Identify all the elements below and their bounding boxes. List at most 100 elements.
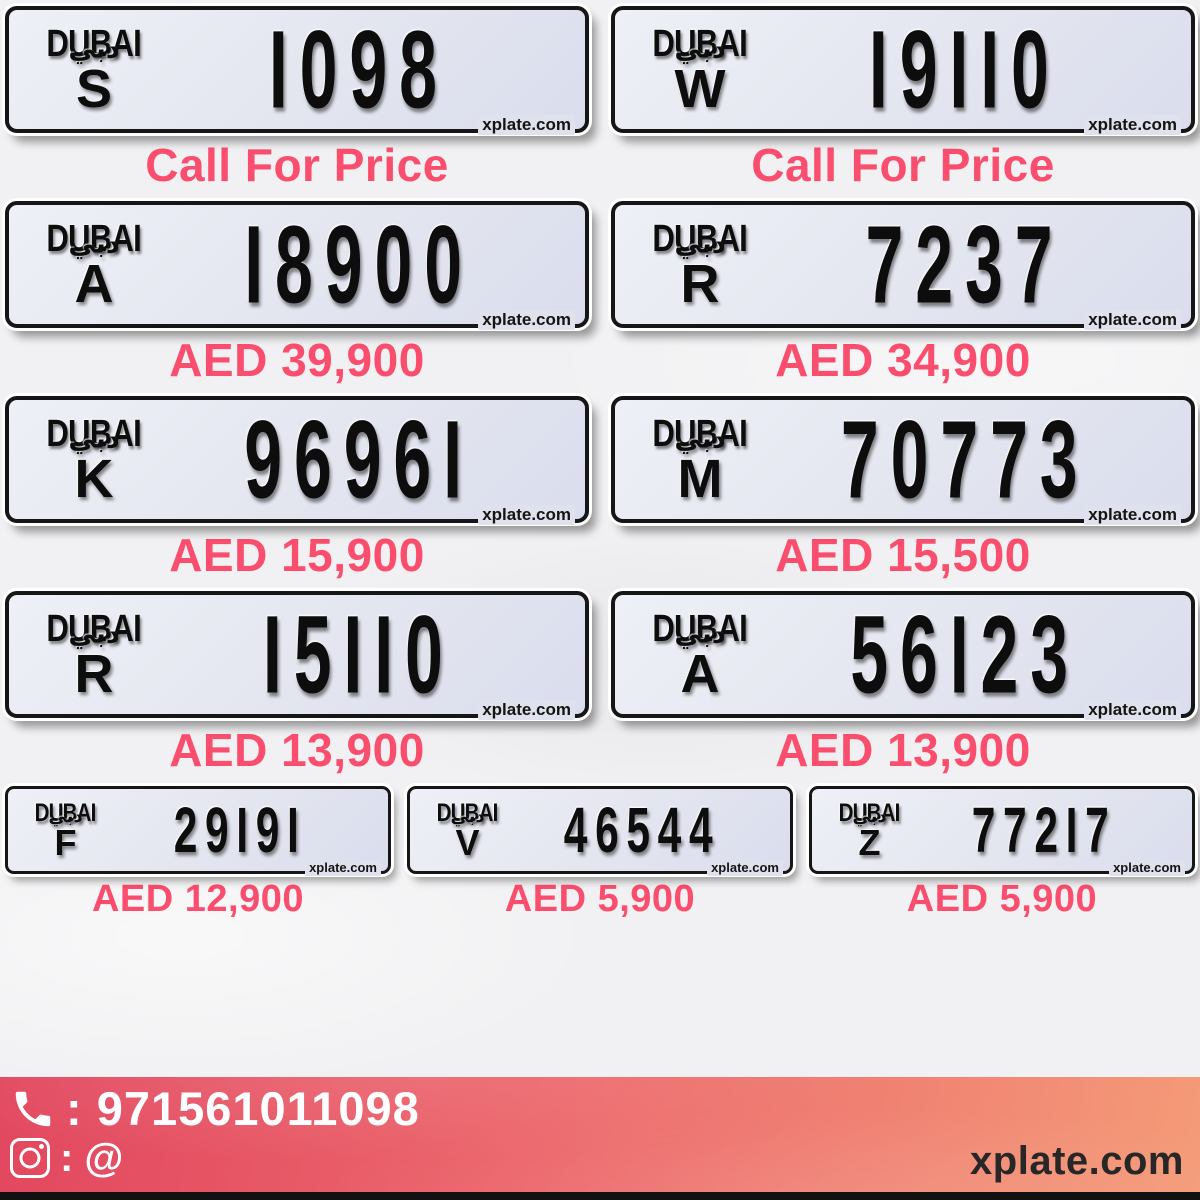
dubai-logo-latin: DUBAI: [46, 218, 142, 261]
dubai-logo-arabic: دبي: [68, 228, 120, 260]
dubai-logo-arabic: دبي: [674, 228, 726, 260]
dubai-logo-latin: DUBAI: [46, 608, 142, 651]
plate-number-area: 9696I: [179, 397, 585, 520]
price-label: AED 5,900: [504, 878, 696, 920]
plate-code: A: [680, 644, 720, 705]
plate-listing: DUBAI دبي R 7237 xplate.com AED 34,900: [611, 201, 1195, 383]
plate-listing: DUBAI دبي M 70773 xplate.com AED 15,500: [611, 396, 1195, 578]
plate-number: I9II0: [869, 7, 1061, 131]
dubai-logo-latin: DUBAI: [652, 608, 748, 651]
plate-number-area: I8900: [179, 202, 585, 325]
plate-number: 56I23: [850, 592, 1080, 716]
plate-watermark: xplate.com: [1084, 504, 1181, 525]
plate-watermark: xplate.com: [1084, 309, 1181, 330]
price-label: Call For Price: [145, 139, 449, 191]
plate-number-area: 772I7: [927, 789, 1192, 871]
plate-number-area: I098: [179, 7, 585, 130]
license-plate: DUBAI دبي W I9II0 xplate.com: [611, 6, 1195, 135]
plate-left-block: DUBAI دبي K: [9, 400, 179, 519]
plate-number-area: I9II0: [785, 7, 1191, 130]
plate-watermark: xplate.com: [1084, 114, 1181, 135]
plate-code: K: [74, 449, 114, 510]
dubai-logo-arabic: دبي: [68, 423, 120, 455]
phone-contact: : 971561011098: [10, 1085, 1200, 1132]
instagram-handle: : @: [60, 1136, 124, 1180]
dubai-logo: DUBAI دبي: [642, 220, 757, 258]
dubai-logo: DUBAI دبي: [642, 610, 757, 648]
plate-left-block: DUBAI دبي W: [615, 10, 785, 129]
dubai-logo-latin: DUBAI: [46, 413, 142, 456]
plates-grid: DUBAI دبي S I098 xplate.com Call For Pri…: [5, 6, 1195, 918]
plate-listing: DUBAI دبي R I5II0 xplate.com AED 13,900: [5, 591, 589, 773]
plate-watermark: xplate.com: [1109, 860, 1185, 876]
dubai-logo: DUBAI دبي: [36, 610, 151, 648]
plate-number-area: 29I9I: [123, 789, 388, 871]
instagram-icon: [10, 1138, 50, 1178]
empty-space: [0, 931, 1200, 1077]
plate-left-block: DUBAI دبي R: [9, 595, 179, 714]
plate-number: I5II0: [263, 592, 455, 716]
plate-watermark: xplate.com: [1084, 699, 1181, 720]
price-label: AED 5,900: [906, 878, 1098, 920]
dubai-logo-arabic: دبي: [674, 33, 726, 65]
dubai-logo-arabic: دبي: [674, 618, 726, 650]
dubai-logo-latin: DUBAI: [437, 799, 499, 828]
license-plate: DUBAI دبي F 29I9I xplate.com: [5, 786, 391, 876]
price-label: AED 12,900: [91, 878, 304, 920]
plate-number-area: 46544: [525, 789, 790, 871]
plate-code: R: [74, 644, 114, 705]
plate-listing: DUBAI دبي A 56I23 xplate.com AED 13,900: [611, 591, 1195, 773]
dubai-logo-arabic: دبي: [68, 618, 120, 650]
plate-number-area: 7237: [785, 202, 1191, 325]
plate-watermark: xplate.com: [707, 860, 783, 876]
plate-left-block: DUBAI دبي R: [615, 205, 785, 324]
plate-left-block: DUBAI دبي A: [9, 205, 179, 324]
plate-number-area: 56I23: [785, 592, 1191, 715]
license-plate: DUBAI دبي K 9696I xplate.com: [5, 396, 589, 525]
license-plate: DUBAI دبي R I5II0 xplate.com: [5, 591, 589, 720]
plate-watermark: xplate.com: [478, 699, 575, 720]
dubai-logo: DUBAI دبي: [36, 25, 151, 63]
dubai-logo-latin: DUBAI: [652, 23, 748, 66]
dubai-logo-latin: DUBAI: [35, 799, 97, 828]
plate-left-block: DUBAI دبي Z: [812, 789, 927, 871]
license-plate: DUBAI دبي A 56I23 xplate.com: [611, 591, 1195, 720]
plate-code: R: [680, 254, 720, 315]
plate-code: W: [674, 59, 726, 120]
plate-code: M: [677, 449, 723, 510]
dubai-logo-arabic: دبي: [674, 423, 726, 455]
plate-watermark: xplate.com: [305, 860, 381, 876]
plate-row-5: DUBAI دبي F 29I9I xplate.com AED 12,900 …: [5, 786, 1195, 918]
instagram-contact: : @: [10, 1138, 1200, 1178]
phone-icon: [15, 1091, 51, 1126]
price-label: AED 13,900: [775, 724, 1031, 776]
price-label: AED 15,900: [169, 529, 425, 581]
dubai-logo-latin: DUBAI: [652, 218, 748, 261]
dubai-logo-latin: DUBAI: [652, 413, 748, 456]
dubai-logo: DUBAI دبي: [642, 415, 757, 453]
instagram-icon-dot: [39, 1144, 44, 1149]
plate-code: V: [455, 822, 480, 864]
plate-listing: DUBAI دبي Z 772I7 xplate.com AED 5,900: [809, 786, 1195, 918]
dubai-logo: DUBAI دبي: [642, 25, 757, 63]
plate-row-4: DUBAI دبي R I5II0 xplate.com AED 13,900 …: [5, 591, 1195, 773]
plate-row-3: DUBAI دبي K 9696I xplate.com AED 15,900 …: [5, 396, 1195, 578]
plate-number: 29I9I: [174, 794, 307, 866]
plate-number: 46544: [564, 794, 721, 866]
plate-code: Z: [858, 822, 881, 864]
plate-number-area: 70773: [785, 397, 1191, 520]
plate-left-block: DUBAI دبي F: [8, 789, 123, 871]
plate-left-block: DUBAI دبي S: [9, 10, 179, 129]
plate-watermark: xplate.com: [478, 309, 575, 330]
plate-listing: DUBAI دبي S I098 xplate.com Call For Pri…: [5, 6, 589, 188]
plate-listing: DUBAI دبي K 9696I xplate.com AED 15,900: [5, 396, 589, 578]
plate-listing: DUBAI دبي V 46544 xplate.com AED 5,900: [407, 786, 793, 918]
plate-row-2: DUBAI دبي A I8900 xplate.com AED 39,900 …: [5, 201, 1195, 383]
plate-number: I098: [269, 7, 449, 131]
plate-row-1: DUBAI دبي S I098 xplate.com Call For Pri…: [5, 6, 1195, 188]
phone-number: : 971561011098: [66, 1082, 420, 1135]
license-plate: DUBAI دبي A I8900 xplate.com: [5, 201, 589, 330]
brand-name: xplate.com: [970, 1139, 1184, 1183]
license-plate: DUBAI دبي M 70773 xplate.com: [611, 396, 1195, 525]
plate-number: 7237: [865, 202, 1065, 326]
